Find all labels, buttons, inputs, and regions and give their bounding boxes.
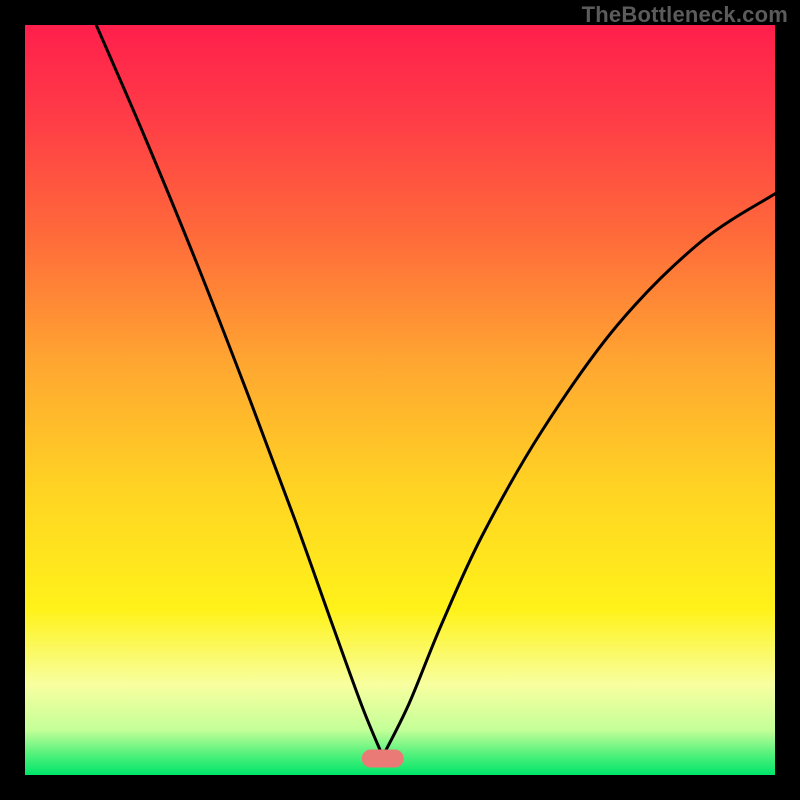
plot-background <box>25 25 775 775</box>
bottleneck-marker <box>362 750 404 768</box>
chart-svg <box>0 0 800 800</box>
frame-right <box>775 0 800 800</box>
frame-bottom <box>0 775 800 800</box>
frame-left <box>0 0 25 800</box>
watermark-text: TheBottleneck.com <box>582 2 788 28</box>
bottleneck-chart: TheBottleneck.com <box>0 0 800 800</box>
